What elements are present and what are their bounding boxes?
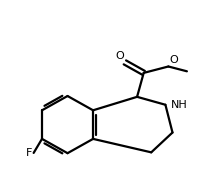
Text: O: O <box>169 55 178 65</box>
Text: NH: NH <box>171 100 188 110</box>
Text: F: F <box>26 148 32 158</box>
Text: O: O <box>115 51 124 61</box>
